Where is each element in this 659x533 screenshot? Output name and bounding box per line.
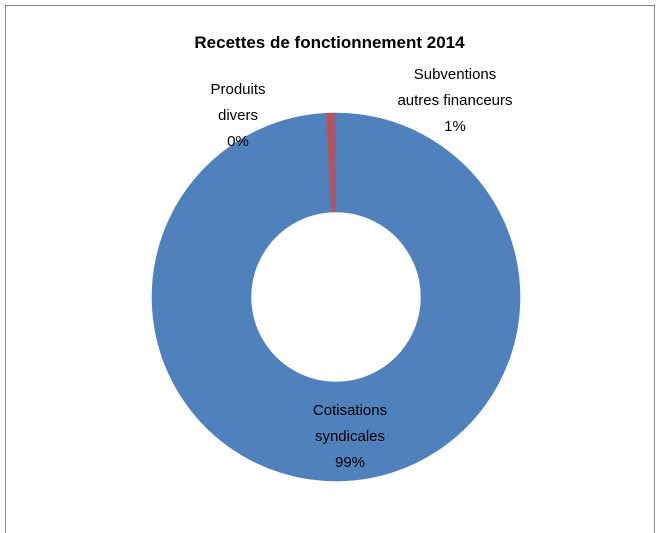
chart-title: Recettes de fonctionnement 2014 <box>194 33 465 52</box>
value-label: 1% <box>444 118 466 135</box>
data-label: Produits divers 0% <box>193 77 283 155</box>
donut-segment <box>333 112 337 213</box>
donut-segment <box>151 112 521 482</box>
data-label: Subventions autres financeurs 1% <box>395 62 515 140</box>
category-label: Cotisations syndicales <box>312 402 388 445</box>
data-label: Cotisations syndicales 99% <box>285 398 415 476</box>
value-label: 99% <box>334 454 366 471</box>
value-label: 0% <box>227 133 249 150</box>
category-label: Produits divers <box>210 81 266 124</box>
category-label: Subventions autres financeurs <box>397 66 513 109</box>
